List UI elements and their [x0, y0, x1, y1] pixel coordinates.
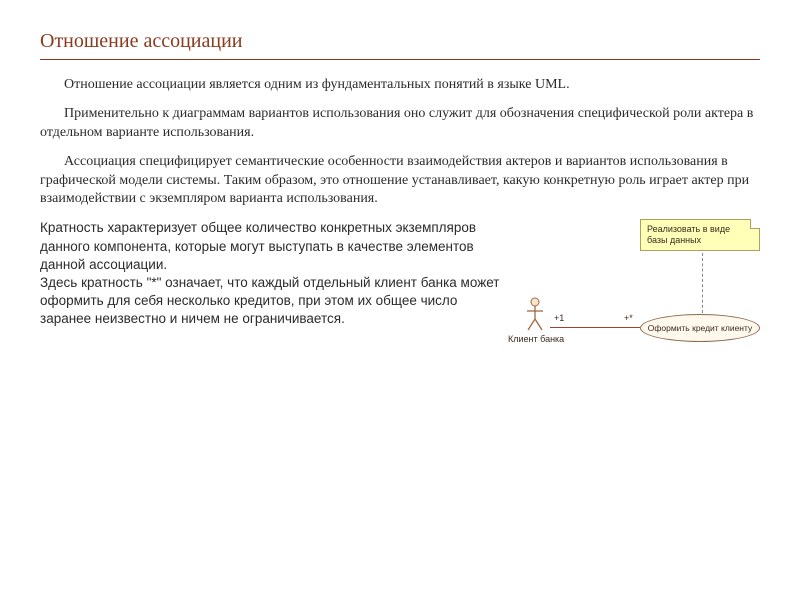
usecase-label: Оформить кредит клиенту: [648, 323, 752, 333]
bottom-row: Кратность характеризует общее количество…: [40, 219, 760, 328]
association-line: [550, 327, 640, 328]
paragraph-2: Применительно к диаграммам вариантов исп…: [40, 105, 760, 143]
multiplicity-right: +*: [624, 313, 633, 323]
uml-note-text: Реализовать в виде базы данных: [647, 224, 730, 245]
title-divider: [40, 59, 760, 60]
actor-icon: [525, 297, 545, 331]
page-title: Отношение ассоциации: [40, 30, 760, 53]
uml-diagram: Реализовать в виде базы данных Клиент ба…: [520, 219, 760, 328]
actor-label: Клиент банка: [508, 334, 550, 344]
multiplicity-explanation: Кратность характеризует общее количество…: [40, 219, 510, 328]
dependency-line: [702, 253, 703, 313]
uml-usecase: Оформить кредит клиенту: [640, 314, 760, 342]
uml-actor: Клиент банка: [520, 297, 550, 344]
multiplicity-left: +1: [554, 313, 564, 323]
paragraph-1: Отношение ассоциации является одним из ф…: [40, 76, 760, 95]
paragraph-3: Ассоциация специфицирует семантические о…: [40, 153, 760, 210]
note-fold-icon: [750, 219, 760, 229]
uml-note: Реализовать в виде базы данных: [640, 219, 760, 251]
